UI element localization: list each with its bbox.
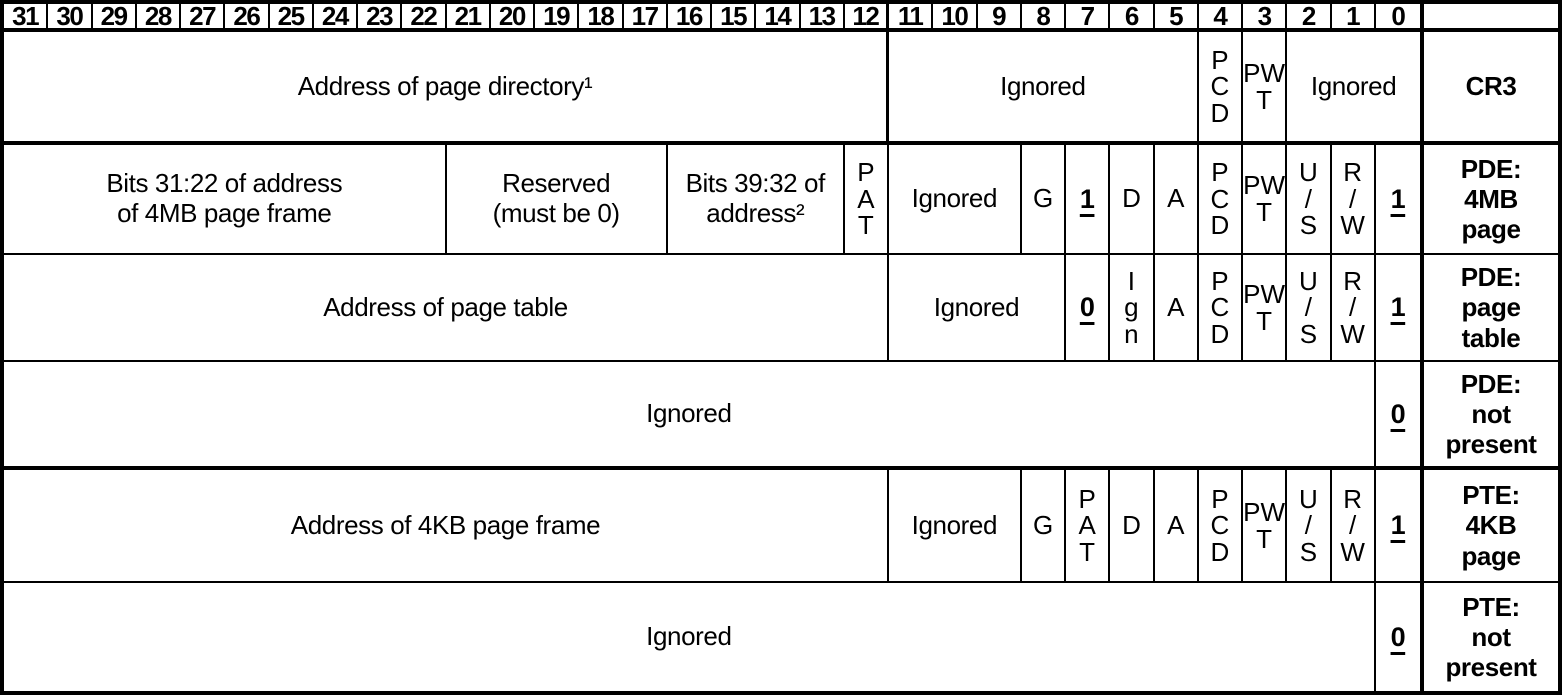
bit-header-27: 27	[181, 4, 226, 28]
bit-header-3: 3	[1243, 4, 1288, 28]
bit-header-29: 29	[93, 4, 137, 28]
row-label-pde-4mb-page: PDE: 4MB page	[1420, 145, 1558, 253]
cell-ignored-bits-11-9: Ignored	[889, 470, 1022, 581]
flag-pcd: P C D	[1199, 470, 1243, 581]
flag-pcd: P C D	[1199, 255, 1243, 360]
bit-header-22: 22	[402, 4, 447, 28]
flag-read-write: R / W	[1332, 145, 1376, 253]
bit-header-6: 6	[1110, 4, 1155, 28]
bit-present-1: 1	[1390, 510, 1406, 541]
bit-header-13: 13	[801, 4, 845, 28]
bit-present-1: 1	[1390, 292, 1406, 323]
cell-address-extension-39-32: Bits 39:32 of address²	[668, 145, 845, 253]
cell-ignored-bits-31-1: Ignored	[4, 362, 1376, 466]
row-pte-not-present: Ignored 0 PTE: not present	[4, 583, 1558, 691]
flag-pcd: P C D	[1199, 145, 1243, 253]
row-label-cr3: CR3	[1420, 32, 1558, 141]
flag-read-write: R / W	[1332, 255, 1376, 360]
flag-user-supervisor: U / S	[1287, 255, 1332, 360]
cell-ignored-bits-2-0: Ignored	[1310, 70, 1397, 101]
bit-header-0: 0	[1391, 4, 1405, 28]
flag-dirty: D	[1110, 145, 1155, 253]
bit-header-4: 4	[1199, 4, 1243, 28]
row-cr3: Address of page directory¹ Ignored P C D…	[4, 32, 1558, 145]
bit-header-20: 20	[491, 4, 535, 28]
flag-read-write: R / W	[1332, 470, 1376, 581]
row-pde-4mb-page: Bits 31:22 of address of 4MB page frame …	[4, 145, 1558, 255]
row-label-pte-not-present: PTE: not present	[1420, 583, 1558, 691]
bit-header-19: 19	[535, 4, 580, 28]
flag-pwt: PW T	[1243, 32, 1288, 141]
flag-ignored-bit-6: I g n	[1110, 255, 1155, 360]
cell-4mb-frame-address-high: Bits 31:22 of address of 4MB page frame	[4, 145, 447, 253]
cell-ignored-bits-31-1: Ignored	[4, 583, 1376, 691]
bit-number-header: 31 30 29 28 27 26 25 24 23 22 21 20 19 18 17 16 15 14 13 12…	[4, 4, 1558, 32]
flag-global: G	[1022, 470, 1066, 581]
bit-header-11: 11	[889, 4, 934, 28]
row-pde-page-table: Address of page table Ignored 0 I g n A …	[4, 255, 1558, 362]
flag-pwt: PW T	[1243, 470, 1288, 581]
flag-pat: P A T	[1066, 470, 1111, 581]
row-pde-not-present: Ignored 0 PDE: not present	[4, 362, 1558, 470]
bit-header-24: 24	[314, 4, 358, 28]
flag-accessed: A	[1155, 470, 1199, 581]
row-pte-4kb-page: Address of 4KB page frame Ignored G P A …	[4, 470, 1558, 583]
bit-present-1: 1	[1390, 183, 1406, 214]
bit-header-18: 18	[579, 4, 624, 28]
cell-reserved: Reserved (must be 0)	[447, 145, 668, 253]
bit-header-14: 14	[756, 4, 801, 28]
flag-global: G	[1022, 145, 1066, 253]
bit-header-21: 21	[447, 4, 491, 28]
bit-header-8: 8	[1022, 4, 1066, 28]
bit-header-15: 15	[712, 4, 757, 28]
row-label-pte-4kb-page: PTE: 4KB page	[1420, 470, 1558, 581]
flag-pat: P A T	[845, 145, 889, 253]
cell-ignored-bits-11-9: Ignored	[889, 145, 1022, 253]
cell-ignored-bits-11-8: Ignored	[889, 255, 1066, 360]
bit-header-26: 26	[225, 4, 270, 28]
bit-header-1: 1	[1332, 4, 1376, 28]
header-label-spacer	[1420, 4, 1558, 28]
bit-present-0: 0	[1390, 398, 1406, 429]
flag-accessed: A	[1155, 255, 1199, 360]
bit-header-23: 23	[358, 4, 403, 28]
bit-present-0: 0	[1390, 621, 1406, 652]
bit-header-16: 16	[668, 4, 712, 28]
flag-pcd: P C D	[1199, 32, 1243, 141]
bit-header-28: 28	[137, 4, 181, 28]
row-label-pde-not-present: PDE: not present	[1420, 362, 1558, 466]
flag-accessed: A	[1155, 145, 1199, 253]
bit-header-9: 9	[978, 4, 1022, 28]
flag-dirty: D	[1110, 470, 1155, 581]
row-label-pde-page-table: PDE: page table	[1420, 255, 1558, 360]
flag-user-supervisor: U / S	[1287, 470, 1332, 581]
cell-4kb-frame-address: Address of 4KB page frame	[4, 470, 889, 581]
bit-header-25: 25	[270, 4, 314, 28]
flag-pwt: PW T	[1243, 145, 1288, 253]
bit-header-17: 17	[624, 4, 668, 28]
bit-header-30: 30	[48, 4, 93, 28]
bit-header-7: 7	[1066, 4, 1111, 28]
cell-ignored-bits-11-5: Ignored	[889, 32, 1199, 141]
bit-header-10: 10	[933, 4, 978, 28]
bit-header-2: 2	[1287, 4, 1332, 28]
flag-pwt: PW T	[1243, 255, 1288, 360]
cell-page-directory-address: Address of page directory¹	[4, 32, 889, 141]
bit-ps-1: 1	[1066, 145, 1111, 253]
bit-header-12: 12	[845, 4, 889, 28]
flag-user-supervisor: U / S	[1287, 145, 1332, 253]
cell-page-table-address: Address of page table	[4, 255, 889, 360]
bit-header-31: 31	[4, 4, 49, 28]
bit-header-5: 5	[1155, 4, 1199, 28]
bit-ps-0: 0	[1066, 255, 1111, 360]
